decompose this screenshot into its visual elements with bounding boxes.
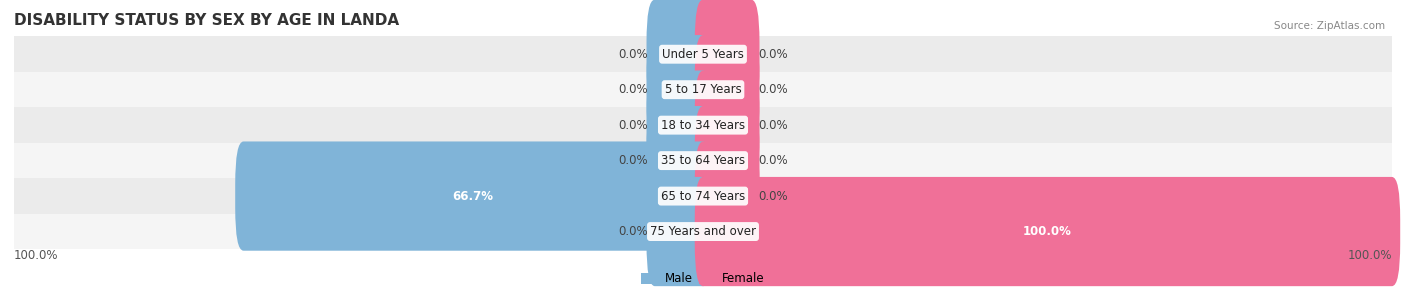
- FancyBboxPatch shape: [695, 141, 759, 251]
- FancyBboxPatch shape: [11, 178, 1395, 214]
- Text: Source: ZipAtlas.com: Source: ZipAtlas.com: [1274, 21, 1385, 31]
- FancyBboxPatch shape: [11, 36, 1395, 72]
- Text: 100.0%: 100.0%: [14, 249, 59, 262]
- Text: 0.0%: 0.0%: [619, 119, 648, 132]
- FancyBboxPatch shape: [695, 177, 1400, 286]
- Text: 0.0%: 0.0%: [758, 83, 787, 96]
- FancyBboxPatch shape: [11, 143, 1395, 178]
- Text: 0.0%: 0.0%: [619, 48, 648, 61]
- Text: 100.0%: 100.0%: [1347, 249, 1392, 262]
- FancyBboxPatch shape: [11, 214, 1395, 249]
- Text: 75 Years and over: 75 Years and over: [650, 225, 756, 238]
- Text: 0.0%: 0.0%: [619, 225, 648, 238]
- Text: 18 to 34 Years: 18 to 34 Years: [661, 119, 745, 132]
- FancyBboxPatch shape: [647, 35, 711, 144]
- Text: 100.0%: 100.0%: [1024, 225, 1071, 238]
- Text: 0.0%: 0.0%: [758, 48, 787, 61]
- FancyBboxPatch shape: [647, 106, 711, 215]
- Text: 65 to 74 Years: 65 to 74 Years: [661, 190, 745, 202]
- Text: 35 to 64 Years: 35 to 64 Years: [661, 154, 745, 167]
- Text: 0.0%: 0.0%: [758, 190, 787, 202]
- FancyBboxPatch shape: [647, 177, 711, 286]
- FancyBboxPatch shape: [647, 71, 711, 180]
- Text: 66.7%: 66.7%: [453, 190, 494, 202]
- Text: 0.0%: 0.0%: [619, 83, 648, 96]
- Text: DISABILITY STATUS BY SEX BY AGE IN LANDA: DISABILITY STATUS BY SEX BY AGE IN LANDA: [14, 13, 399, 28]
- Text: 0.0%: 0.0%: [758, 119, 787, 132]
- FancyBboxPatch shape: [235, 141, 711, 251]
- FancyBboxPatch shape: [695, 0, 759, 109]
- Legend: Male, Female: Male, Female: [637, 268, 769, 290]
- FancyBboxPatch shape: [695, 71, 759, 180]
- FancyBboxPatch shape: [647, 0, 711, 109]
- FancyBboxPatch shape: [11, 72, 1395, 107]
- FancyBboxPatch shape: [695, 35, 759, 144]
- Text: Under 5 Years: Under 5 Years: [662, 48, 744, 61]
- FancyBboxPatch shape: [11, 107, 1395, 143]
- FancyBboxPatch shape: [695, 106, 759, 215]
- Text: 5 to 17 Years: 5 to 17 Years: [665, 83, 741, 96]
- Text: 0.0%: 0.0%: [758, 154, 787, 167]
- Text: 0.0%: 0.0%: [619, 154, 648, 167]
